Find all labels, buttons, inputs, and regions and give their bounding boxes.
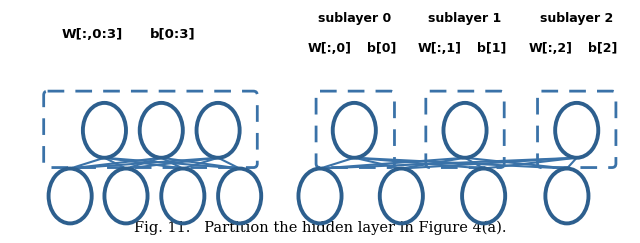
- Text: W[:,0:3]: W[:,0:3]: [62, 28, 124, 41]
- Text: W[:,0]: W[:,0]: [308, 42, 352, 54]
- Text: sublayer 2: sublayer 2: [540, 12, 613, 25]
- Text: b[0:3]: b[0:3]: [150, 28, 196, 41]
- Text: W[:,2]: W[:,2]: [528, 42, 572, 54]
- Text: W[:,1]: W[:,1]: [417, 42, 461, 54]
- Text: b[1]: b[1]: [477, 42, 506, 54]
- Text: sublayer 1: sublayer 1: [428, 12, 502, 25]
- Text: b[2]: b[2]: [588, 42, 617, 54]
- Text: Fig. 11.   Partition the hidden layer in Figure 4(a).: Fig. 11. Partition the hidden layer in F…: [134, 221, 506, 235]
- Text: b[0]: b[0]: [367, 42, 396, 54]
- Text: sublayer 0: sublayer 0: [317, 12, 391, 25]
